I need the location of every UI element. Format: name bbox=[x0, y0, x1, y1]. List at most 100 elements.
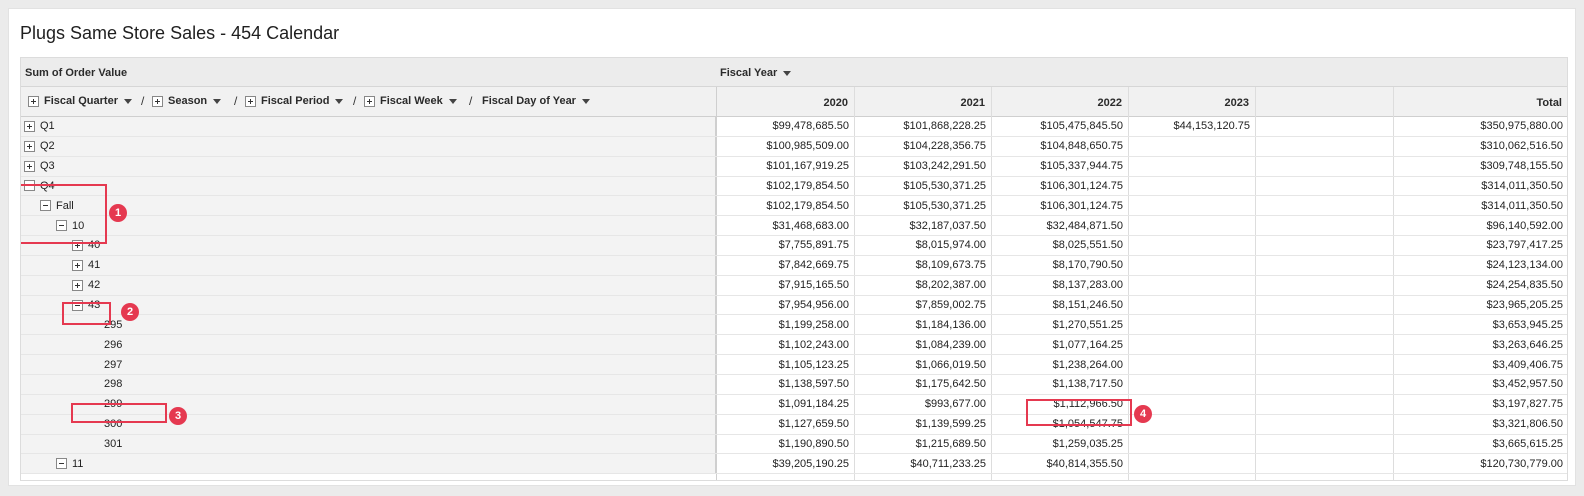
value-cell-2021[interactable]: $8,202,387.00 bbox=[915, 279, 986, 292]
row-header[interactable]: Fall bbox=[21, 196, 716, 216]
value-cell-2021[interactable]: $103,242,291.50 bbox=[903, 160, 986, 173]
value-cell-total[interactable]: $3,452,957.50 bbox=[1492, 378, 1563, 391]
value-cell-total[interactable]: $23,797,417.25 bbox=[1486, 239, 1563, 252]
row-header[interactable]: Q1 bbox=[21, 117, 716, 136]
row-header[interactable]: Q2 bbox=[21, 136, 716, 156]
value-cell-2022[interactable]: $1,238,264.00 bbox=[1052, 358, 1123, 371]
expand-icon[interactable] bbox=[72, 279, 83, 291]
value-cell-2023[interactable] bbox=[1128, 157, 1250, 176]
value-cell-2021[interactable]: $101,868,228.25 bbox=[903, 120, 986, 133]
value-cell-2021[interactable]: $105,530,371.25 bbox=[903, 199, 986, 212]
column-header-2021[interactable]: 2021 bbox=[960, 97, 985, 109]
row-header[interactable]: 298 bbox=[21, 374, 716, 394]
column-header-total[interactable]: Total bbox=[1536, 97, 1562, 109]
value-cell-2020[interactable]: $1,091,184.25 bbox=[778, 398, 849, 411]
row-header[interactable]: 10 bbox=[21, 216, 716, 236]
value-cell-2023[interactable] bbox=[1128, 216, 1250, 235]
value-cell-2021[interactable]: $1,084,239.00 bbox=[915, 338, 986, 351]
value-cell-2021[interactable]: $1,139,599.25 bbox=[915, 418, 986, 431]
value-cell-2023[interactable] bbox=[1128, 296, 1250, 315]
column-header-2022[interactable]: 2022 bbox=[1097, 97, 1122, 109]
value-cell-2023[interactable] bbox=[1128, 335, 1250, 354]
value-cell-2022[interactable]: $105,337,944.75 bbox=[1040, 160, 1123, 173]
row-header[interactable]: 295 bbox=[21, 315, 716, 335]
expand-icon[interactable] bbox=[72, 259, 83, 271]
value-cell-2022[interactable]: $8,137,283.00 bbox=[1052, 279, 1123, 292]
value-cell-2022[interactable]: $32,484,871.50 bbox=[1046, 219, 1123, 232]
value-cell-2021[interactable]: $8,015,974.00 bbox=[915, 239, 986, 252]
value-cell-2021[interactable]: $993,677.00 bbox=[924, 398, 986, 411]
value-cell-2023[interactable] bbox=[1128, 276, 1250, 295]
value-cell-2021[interactable]: $104,228,356.75 bbox=[903, 140, 986, 153]
value-cell-2020[interactable]: $102,179,854.50 bbox=[766, 199, 849, 212]
value-cell-2021[interactable]: $1,175,642.50 bbox=[915, 378, 986, 391]
value-cell-total[interactable]: $314,011,350.50 bbox=[1481, 179, 1563, 192]
value-cell-2023[interactable] bbox=[1128, 256, 1250, 275]
value-cell-2020[interactable]: $1,102,243.00 bbox=[778, 338, 849, 351]
value-cell-2020[interactable]: $1,138,597.50 bbox=[778, 378, 849, 391]
value-cell-2022[interactable]: $8,151,246.50 bbox=[1052, 299, 1123, 312]
value-cell-2021[interactable]: $1,066,019.50 bbox=[915, 358, 986, 371]
expand-icon[interactable] bbox=[152, 95, 163, 107]
value-cell-2021[interactable]: $32,187,037.50 bbox=[909, 219, 986, 232]
value-cell-2022[interactable]: $104,848,650.75 bbox=[1040, 140, 1123, 153]
value-cell-2022[interactable]: $105,475,845.50 bbox=[1040, 120, 1123, 133]
row-header[interactable]: 11 bbox=[21, 454, 716, 474]
chevron-down-icon[interactable] bbox=[581, 98, 590, 104]
expand-icon[interactable] bbox=[24, 120, 35, 132]
value-cell-2022[interactable]: $106,301,124.75 bbox=[1040, 199, 1123, 212]
value-cell-total[interactable]: $350,975,880.00 bbox=[1480, 120, 1563, 133]
value-cell-2023[interactable] bbox=[1128, 355, 1250, 374]
chevron-down-icon[interactable] bbox=[213, 98, 222, 104]
collapse-icon[interactable] bbox=[72, 299, 83, 311]
row-header[interactable]: 40 bbox=[21, 236, 716, 255]
value-cell-2021[interactable]: $1,184,136.00 bbox=[915, 318, 986, 331]
value-cell-2020[interactable]: $7,842,669.75 bbox=[778, 259, 849, 272]
value-cell-2023[interactable] bbox=[1128, 137, 1250, 156]
value-cell-total[interactable]: $24,254,835.50 bbox=[1486, 279, 1563, 292]
value-cell-total[interactable]: $96,140,592.00 bbox=[1486, 219, 1563, 232]
value-cell-2020[interactable]: $1,127,659.50 bbox=[778, 418, 849, 431]
value-cell-2021[interactable]: $8,109,673.75 bbox=[915, 259, 986, 272]
value-cell-2022[interactable]: $1,138,717.50 bbox=[1052, 378, 1123, 391]
expand-icon[interactable] bbox=[28, 95, 39, 107]
value-cell-2020[interactable]: $1,190,890.50 bbox=[778, 437, 849, 450]
value-cell-total[interactable]: $120,730,779.00 bbox=[1480, 457, 1563, 470]
value-cell-2020[interactable]: $31,468,683.00 bbox=[772, 219, 849, 232]
value-cell-2021[interactable]: $105,530,371.25 bbox=[903, 179, 986, 192]
expand-icon[interactable] bbox=[72, 239, 83, 251]
value-cell-2020[interactable]: $99,478,685.50 bbox=[772, 120, 849, 133]
value-cell-total[interactable]: $309,748,155.50 bbox=[1480, 160, 1563, 173]
value-cell-2020[interactable]: $1,199,258.00 bbox=[778, 318, 849, 331]
value-cell-2023[interactable] bbox=[1128, 435, 1250, 454]
row-dimension-season[interactable]: Season bbox=[152, 95, 222, 107]
value-cell-2021[interactable]: $40,711,233.25 bbox=[910, 457, 986, 470]
value-cell-2020[interactable]: $7,954,956.00 bbox=[778, 299, 849, 312]
column-dimension-fiscal-year[interactable]: Fiscal Year bbox=[720, 67, 792, 79]
row-header[interactable]: 41 bbox=[21, 255, 716, 275]
column-header-2020[interactable]: 2020 bbox=[823, 97, 848, 109]
value-cell-total[interactable]: $24,123,134.00 bbox=[1486, 259, 1563, 272]
value-cell-2023[interactable] bbox=[1128, 236, 1250, 255]
value-cell-2023[interactable] bbox=[1128, 375, 1250, 394]
value-cell-total[interactable]: $314,011,350.50 bbox=[1481, 199, 1563, 212]
collapse-icon[interactable] bbox=[40, 200, 51, 212]
value-cell-2022[interactable]: $1,077,164.25 bbox=[1052, 338, 1123, 351]
value-cell-2023[interactable]: $44,153,120.75 bbox=[1173, 120, 1250, 133]
row-dimension-fiscal-day-of-year[interactable]: Fiscal Day of Year bbox=[482, 95, 590, 107]
value-cell-total[interactable]: $3,197,827.75 bbox=[1492, 398, 1563, 411]
value-cell-2023[interactable] bbox=[1128, 454, 1250, 473]
value-cell-2022[interactable]: $8,025,551.50 bbox=[1052, 239, 1123, 252]
expand-icon[interactable] bbox=[364, 95, 375, 107]
value-cell-2022[interactable]: $1,259,035.25 bbox=[1052, 437, 1123, 450]
value-cell-2020[interactable]: $1,105,123.25 bbox=[778, 358, 849, 371]
value-cell-total[interactable]: $3,263,646.25 bbox=[1492, 338, 1563, 351]
row-header[interactable]: Q4 bbox=[21, 176, 716, 196]
row-dimension-fiscal-period[interactable]: Fiscal Period bbox=[245, 95, 344, 107]
value-cell-2022[interactable]: $1,112,966.50 bbox=[1053, 398, 1123, 411]
value-cell-2020[interactable]: $100,985,509.00 bbox=[766, 140, 849, 153]
column-header-2023[interactable]: 2023 bbox=[1224, 97, 1249, 109]
chevron-down-icon[interactable] bbox=[448, 98, 457, 104]
value-cell-2022[interactable]: $40,814,355.50 bbox=[1046, 457, 1123, 470]
value-cell-2020[interactable]: $102,179,854.50 bbox=[766, 179, 849, 192]
